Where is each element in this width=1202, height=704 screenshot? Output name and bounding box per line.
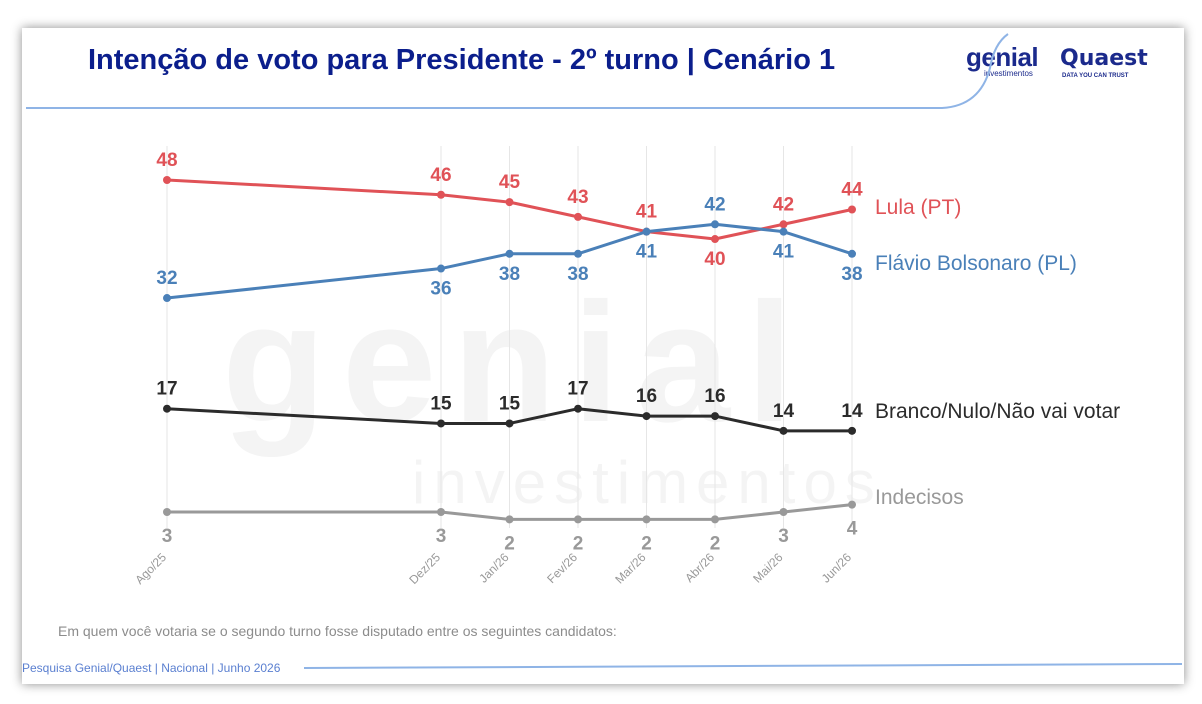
data-label-lula: 40	[704, 249, 725, 270]
data-label-branco: 14	[773, 401, 795, 422]
data-point-flavio	[779, 227, 788, 236]
genial-logo-sub: investimentos	[984, 69, 1033, 78]
data-label-lula: 48	[156, 150, 177, 171]
data-label-flavio: 38	[499, 264, 520, 285]
x-tick-label: Mar/26	[612, 550, 649, 587]
x-tick-label: Fev/26	[544, 550, 580, 586]
footer-divider	[303, 663, 1183, 669]
data-point-indecisos	[779, 508, 788, 516]
data-label-flavio: 38	[841, 264, 862, 285]
data-point-branco	[711, 412, 719, 421]
data-point-branco	[779, 426, 788, 435]
data-label-flavio: 38	[567, 264, 588, 285]
data-point-indecisos	[711, 515, 719, 524]
data-label-branco: 17	[567, 379, 588, 400]
data-point-lula	[505, 198, 514, 207]
legend: Lula (PT) Flávio Bolsonaro (PL) Branco/Nul…	[875, 196, 1120, 509]
data-label-indecisos: 3	[162, 526, 173, 547]
data-label-branco: 16	[636, 386, 657, 407]
data-point-branco	[505, 419, 514, 428]
x-tick-label: Jan/26	[476, 550, 512, 586]
data-label-flavio: 36	[430, 279, 451, 300]
data-label-lula: 42	[773, 194, 794, 215]
data-point-flavio	[642, 227, 651, 236]
legend-label-flavio: Flávio Bolsonaro (PL)	[875, 252, 1077, 275]
data-point-flavio	[574, 249, 582, 258]
x-tick-label: Mai/26	[750, 550, 786, 586]
genial-logo: genial investimentos	[966, 42, 1039, 78]
data-point-indecisos	[437, 508, 445, 516]
quaest-logo-tag: DATA YOU CAN TRUST	[1062, 73, 1129, 79]
data-point-branco	[848, 426, 856, 435]
page-title: Intenção de voto para Presidente - 2º tu…	[88, 44, 836, 76]
quaest-logo: Quaest DATA YOU CAN TRUST	[1060, 46, 1148, 79]
data-point-branco	[163, 404, 171, 413]
data-label-indecisos: 3	[436, 526, 447, 547]
source-text: Pesquisa Genial/Quaest | Nacional | Junh…	[22, 661, 281, 675]
question-text: Em quem você votaria se o segundo turno …	[58, 623, 617, 639]
data-point-branco	[574, 404, 582, 413]
legend-label-branco: Branco/Nulo/Não vai votar	[875, 400, 1120, 423]
series-line-branco	[166, 407, 852, 433]
data-point-branco	[642, 412, 651, 421]
header-divider	[26, 33, 1009, 109]
data-label-branco: 14	[841, 401, 863, 422]
data-point-lula	[163, 176, 171, 184]
x-tick-label: Jun/26	[819, 550, 855, 586]
data-point-indecisos	[505, 515, 514, 524]
legend-label-lula: Lula (PT)	[875, 196, 961, 219]
series-line-flavio	[166, 222, 853, 300]
data-point-lula	[437, 190, 445, 199]
data-point-indecisos	[642, 515, 651, 524]
data-label-indecisos: 2	[641, 533, 652, 554]
genial-logo-name: genial	[966, 42, 1039, 72]
quaest-logo-name: Quaest	[1060, 46, 1148, 71]
data-point-lula	[848, 205, 856, 214]
data-label-flavio: 41	[636, 242, 658, 263]
data-label-indecisos: 2	[573, 533, 584, 554]
x-tick-label: Abr/26	[682, 550, 717, 585]
data-point-indecisos	[574, 515, 582, 524]
data-point-flavio	[711, 220, 719, 229]
data-label-lula: 44	[841, 180, 863, 201]
data-point-indecisos	[848, 500, 856, 509]
data-label-indecisos: 2	[710, 533, 721, 554]
x-tick-label: Dez/25	[406, 550, 443, 587]
data-point-lula	[574, 212, 582, 221]
data-label-branco: 16	[704, 386, 725, 407]
data-label-lula: 45	[499, 172, 521, 193]
x-tick-label: Ago/25	[132, 550, 169, 587]
x-axis-labels: Ago/25 Dez/25 Jan/26 Fev/26 Mar/26 Abr/26 Mai/…	[132, 550, 854, 587]
series-line-indecisos	[167, 503, 853, 521]
legend-label-indecisos: Indecisos	[875, 486, 964, 509]
data-label-branco: 17	[156, 379, 177, 400]
data-label-flavio: 41	[773, 242, 795, 263]
data-point-branco	[437, 419, 445, 428]
data-point-flavio	[848, 249, 856, 258]
watermark-sub: investimentos	[412, 449, 883, 516]
data-point-lula	[711, 235, 719, 244]
data-label-indecisos: 3	[778, 526, 789, 547]
data-point-flavio	[163, 294, 171, 303]
data-point-flavio	[505, 249, 514, 258]
data-label-flavio: 32	[156, 268, 177, 289]
data-label-indecisos: 4	[847, 519, 858, 540]
data-label-flavio: 42	[704, 194, 725, 215]
data-label-lula: 43	[567, 187, 588, 208]
data-label-lula: 46	[430, 165, 451, 186]
watermark: genial	[222, 268, 810, 458]
slide: genial investimentos Intenção de voto pa…	[22, 28, 1184, 684]
data-point-flavio	[437, 264, 445, 273]
series-line-lula	[166, 178, 853, 241]
data-label-branco: 15	[499, 393, 521, 414]
data-label-indecisos: 2	[504, 533, 515, 554]
logos: genial investimentos Quaest DATA YOU CAN…	[966, 42, 1166, 92]
data-point-indecisos	[163, 508, 171, 516]
data-label-lula: 41	[636, 202, 658, 223]
data-point-lula	[779, 220, 788, 229]
data-label-branco: 15	[430, 393, 452, 414]
